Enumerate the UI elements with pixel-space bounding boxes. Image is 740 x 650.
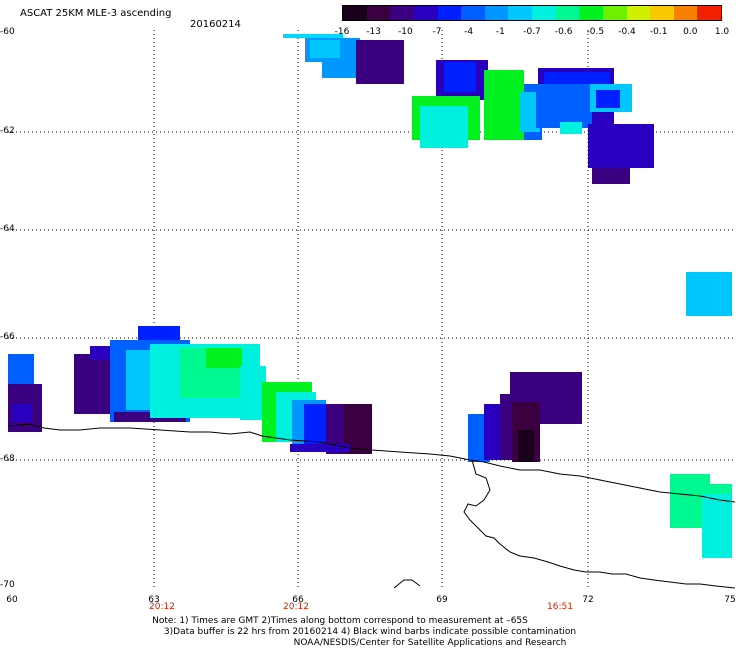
time-label-1: 20:12 <box>149 602 175 612</box>
colorbar-swatch <box>555 6 580 20</box>
colorbar-label: -10 <box>397 27 413 37</box>
colorbar-swatch <box>390 6 414 20</box>
colorbar-label: -0.7 <box>523 27 541 37</box>
colorbar-label: -0.6 <box>554 27 573 37</box>
coastline <box>7 423 736 589</box>
colorbar-swatch <box>532 6 556 20</box>
colorbar-swatch <box>437 6 462 20</box>
y-tick-68: -68 <box>0 454 15 464</box>
x-tick-63: 63 <box>148 595 160 605</box>
colorbar-swatch <box>626 6 651 20</box>
x-tick-60: 60 <box>6 595 18 605</box>
y-tick-62: -62 <box>0 126 15 136</box>
x-tick-75: 75 <box>724 595 736 605</box>
colorbar-label: -0.1 <box>649 27 668 37</box>
colorbar-swatch <box>602 6 627 20</box>
colorbar-label: -13 <box>366 27 381 37</box>
colorbar-swatch <box>697 6 721 20</box>
colorbar-swatch <box>461 6 485 20</box>
colorbar-swatch <box>343 6 367 20</box>
time-label-2: 20:12 <box>283 602 309 612</box>
colorbar-swatch <box>650 6 674 20</box>
product-date: 20160214 <box>190 19 241 30</box>
colorbar-swatch <box>413 6 438 20</box>
colorbar-label: -0.5 <box>586 27 605 37</box>
colorbar-swatch <box>508 6 532 20</box>
colorbar <box>342 5 722 21</box>
swath-bottom <box>8 326 732 558</box>
colorbar-swatch <box>673 6 698 20</box>
colorbar-swatch <box>366 6 391 20</box>
x-tick-66: 66 <box>292 595 304 605</box>
colorbar-label: -16 <box>334 27 350 37</box>
colorbar-swatch <box>579 6 603 20</box>
y-tick-66: -66 <box>0 332 15 342</box>
product-title: ASCAT 25KM MLE-3 ascending <box>20 8 172 19</box>
y-tick-60: -60 <box>0 27 15 37</box>
colorbar-label: -7 <box>432 27 442 37</box>
note-line-1: Note: 1) Times are GMT 2)Times along bot… <box>152 616 528 626</box>
x-tick-69: 69 <box>436 595 448 605</box>
x-tick-72: 72 <box>582 595 594 605</box>
colorbar-label: -1 <box>495 27 505 37</box>
y-tick-70: -70 <box>0 580 15 590</box>
note-line-2: 3)Data buffer is 22 hrs from 20160214 4)… <box>163 627 577 637</box>
colorbar-label: -4 <box>464 27 474 37</box>
colorbar-label: -0.4 <box>618 27 636 37</box>
colorbar-swatch <box>484 6 509 20</box>
swath-top <box>283 34 732 316</box>
colorbar-label: 1.0 <box>714 27 730 37</box>
colorbar-label: 0.0 <box>683 27 698 37</box>
time-label-3: 16:51 <box>547 602 573 612</box>
y-tick-64: -64 <box>0 224 15 234</box>
note-line-3: NOAA/NESDIS/Center for Satellite Applica… <box>293 638 567 648</box>
